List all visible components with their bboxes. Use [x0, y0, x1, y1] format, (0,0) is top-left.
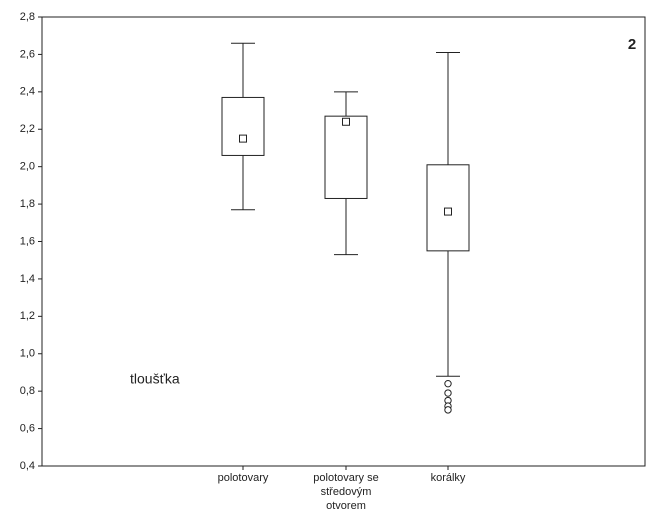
y-tick-label: 2,6	[20, 48, 35, 60]
y-tick-label: 2,0	[20, 161, 35, 173]
y-tick-label: 2,2	[20, 123, 35, 135]
box	[324, 115, 368, 199]
y-tick-label: 1,6	[20, 235, 35, 247]
y-tick-label: 1,8	[20, 198, 35, 210]
median-marker	[239, 134, 247, 143]
plot-frame	[41, 16, 646, 467]
y-tick-label: 0,6	[20, 422, 35, 434]
y-tick-label: 0,8	[20, 385, 35, 397]
x-tick-label: korálky	[430, 472, 466, 484]
median-marker	[444, 207, 452, 216]
outlier	[444, 389, 452, 397]
annotation: tloušťka	[130, 371, 180, 387]
x-tick-label: polotovary	[217, 472, 269, 484]
y-tick-label: 1,4	[20, 273, 35, 285]
box	[221, 96, 265, 156]
y-tick-label: 1,2	[20, 310, 35, 322]
median-marker	[342, 117, 350, 126]
y-tick-label: 0,4	[20, 460, 35, 472]
panel-number: 2	[628, 36, 636, 53]
y-tick-label: 2,4	[20, 86, 35, 98]
y-tick-label: 2,8	[20, 11, 35, 23]
outlier	[444, 406, 452, 414]
outlier	[444, 379, 452, 388]
y-tick-label: 1,0	[20, 348, 35, 360]
